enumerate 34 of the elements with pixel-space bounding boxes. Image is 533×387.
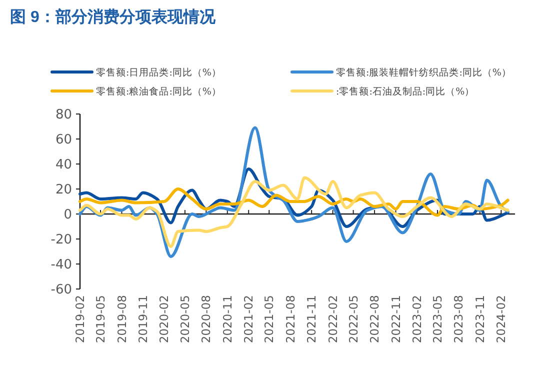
x-tick-label: 2021-05 — [262, 295, 276, 344]
x-tick-label: 2021-11 — [304, 295, 319, 344]
legend-label: 零售额:日用品类:同比（%） — [96, 66, 222, 78]
y-tick-label: 60 — [55, 132, 72, 148]
x-tick-label: 2022-11 — [388, 295, 403, 344]
x-tick-label: 2022-05 — [346, 295, 360, 344]
x-tick-label: 2023-05 — [430, 295, 445, 344]
x-tick-label: 2020-05 — [178, 295, 192, 344]
y-tick-label: -60 — [50, 282, 72, 298]
y-tick-label: 80 — [55, 108, 72, 123]
x-tick-label: 2020-11 — [220, 295, 234, 344]
x-tick-label: 2019-11 — [136, 295, 150, 344]
legend-label: 零售额:服装鞋帽针纺织品类:同比（%） — [336, 66, 512, 78]
legend-label: 零售额:粮油食品:同比（%） — [96, 85, 222, 98]
x-tick-label: 2019-02 — [73, 295, 88, 344]
chart-title: 图 9：部分消费分项表现情况 — [10, 8, 216, 26]
x-tick-label: 2019-05 — [94, 295, 108, 344]
x-tick-label: 2021-02 — [242, 295, 256, 344]
x-tick-label: 2020-02 — [157, 295, 172, 344]
x-tick-label: 2024-02 — [494, 295, 508, 344]
y-tick-label: -20 — [50, 232, 72, 248]
x-tick-label: 2021-08 — [283, 295, 298, 344]
y-tick-label: 20 — [55, 182, 72, 198]
x-tick-label: 2020-08 — [199, 295, 214, 344]
x-tick-label: 2023-02 — [410, 295, 424, 344]
x-tick-label: 2023-08 — [452, 295, 466, 344]
x-tick-label: 2019-08 — [114, 295, 129, 344]
x-tick-label: 2023-11 — [472, 295, 487, 344]
x-tick-label: 2022-08 — [368, 295, 382, 344]
y-tick-label: -40 — [50, 258, 72, 273]
y-tick-label: 40 — [55, 158, 72, 173]
y-tick-label: 0 — [64, 208, 72, 223]
legend-label: :零售额:石油及制品:同比（%） — [336, 85, 475, 98]
x-tick-label: 2022-02 — [326, 295, 340, 344]
